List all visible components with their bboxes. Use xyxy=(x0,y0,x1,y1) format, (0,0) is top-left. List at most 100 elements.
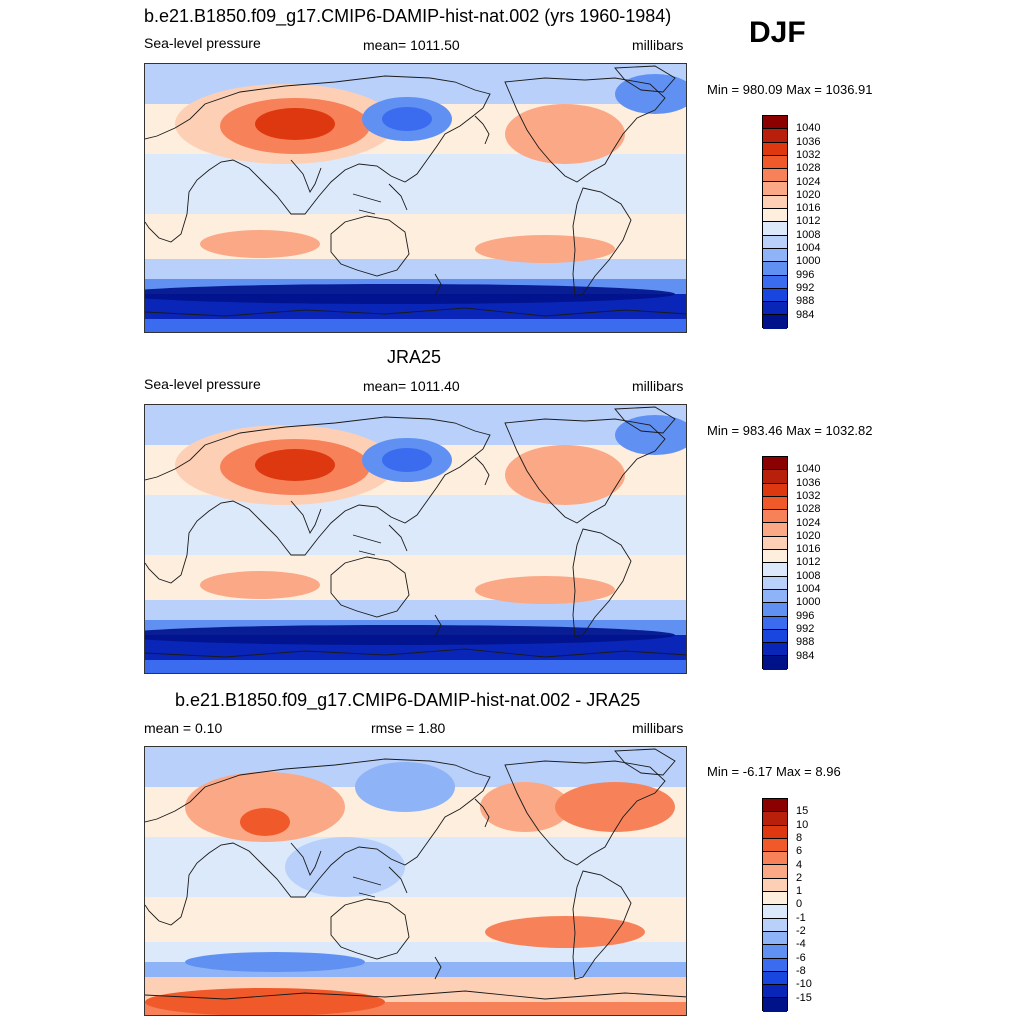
colorbar-tick-label: 1004 xyxy=(796,583,821,595)
colorbar-swatch xyxy=(763,222,787,236)
colorbar-swatch xyxy=(763,563,787,577)
colorbar-swatch xyxy=(763,523,787,537)
colorbar-tick-label: -6 xyxy=(796,951,806,964)
colorbar-swatch xyxy=(763,971,787,986)
colorbar-tick-label: 1020 xyxy=(796,529,821,542)
colorbar-tick-label: 1028 xyxy=(796,162,821,175)
colorbar-tick-label: -2 xyxy=(796,925,806,937)
colorbar-tick-label: 1040 xyxy=(796,122,821,135)
colorbar-tick-label: 1024 xyxy=(796,175,821,188)
colorbar-swatch xyxy=(763,169,787,183)
colorbar-tick-label: 984 xyxy=(796,308,815,321)
colorbar-tick-label: 8 xyxy=(796,831,803,844)
colorbar-swatch xyxy=(763,812,787,826)
colorbar-tick-label: 996 xyxy=(796,268,815,281)
colorbar-tick-label: 992 xyxy=(796,622,815,635)
colorbar-swatch xyxy=(763,589,787,604)
colorbar-swatch xyxy=(763,878,787,893)
panel-1-title: b.e21.B1850.f09_g17.CMIP6-DAMIP-hist-nat… xyxy=(144,6,672,26)
panel-1-mean: mean= 1011.50 xyxy=(363,37,460,53)
colorbar-swatch xyxy=(763,838,787,853)
colorbar-swatch xyxy=(763,918,787,932)
colorbar-swatch xyxy=(763,799,787,813)
colorbar-tick-label: 988 xyxy=(796,636,815,649)
colorbar-swatch xyxy=(763,892,787,906)
colorbar-swatch xyxy=(763,288,787,303)
colorbar-swatch xyxy=(763,262,787,276)
panel-3-units: millibars xyxy=(632,720,684,736)
colorbar-swatch xyxy=(763,945,787,959)
colorbar-tick-label: 992 xyxy=(796,281,815,294)
colorbar-tick-label: 1028 xyxy=(796,503,821,516)
colorbar-tick-label: 1016 xyxy=(796,202,821,215)
colorbar-tick-label: 4 xyxy=(796,858,803,871)
colorbar-swatch xyxy=(763,616,787,630)
colorbar-swatch xyxy=(763,315,787,329)
panel-3-minmax: Min = -6.17 Max = 8.96 xyxy=(707,764,841,779)
colorbar-tick-label: 1020 xyxy=(796,188,821,201)
colorbar-swatch xyxy=(763,825,787,839)
colorbar-swatch xyxy=(763,656,787,670)
colorbar-tick-label: 1000 xyxy=(796,596,821,609)
panel-2-units: millibars xyxy=(632,378,684,394)
colorbar-tick-label: 1012 xyxy=(796,556,821,569)
colorbar-swatch xyxy=(763,457,787,471)
panel-1-minmax: Min = 980.09 Max = 1036.91 xyxy=(707,82,873,97)
colorbar-swatch xyxy=(763,852,787,866)
colorbar-swatch xyxy=(763,155,787,170)
colorbar-tick-label: 1000 xyxy=(796,255,821,268)
colorbar-swatch xyxy=(763,958,787,972)
colorbar-swatch xyxy=(763,182,787,196)
colorbar-tick-label: 988 xyxy=(796,295,815,308)
panel-2-title: JRA25 xyxy=(387,347,442,367)
panel-2-minmax: Min = 983.46 Max = 1032.82 xyxy=(707,423,873,438)
colorbar-swatch xyxy=(763,643,787,657)
panel-1-map xyxy=(144,63,687,333)
colorbar-tick-label: 1036 xyxy=(796,135,821,148)
colorbar-tick-label: 1012 xyxy=(796,215,821,228)
colorbar-tick-label: 1036 xyxy=(796,476,821,489)
colorbar-swatch xyxy=(763,931,787,946)
panel-1-units: millibars xyxy=(632,37,684,53)
colorbar-swatch xyxy=(763,576,787,590)
colorbar-tick-label: 1008 xyxy=(796,569,821,582)
colorbar-tick-label: 2 xyxy=(796,871,803,884)
panel-2-map xyxy=(144,404,687,674)
colorbar-tick-label: 1024 xyxy=(796,516,821,529)
panel-3-mean: mean = 0.10 xyxy=(144,720,223,736)
colorbar-swatch xyxy=(763,550,787,564)
colorbar-tick-label: 1 xyxy=(796,885,803,898)
colorbar-swatch xyxy=(763,470,787,484)
colorbar-swatch xyxy=(763,998,787,1012)
colorbar-swatch xyxy=(763,275,787,289)
panel-2-colorbar xyxy=(762,456,788,670)
panel-1-field-label: Sea-level pressure xyxy=(144,35,261,51)
colorbar-tick-label: 1008 xyxy=(796,228,821,241)
colorbar-swatch xyxy=(763,129,787,143)
panel-3-title: b.e21.B1850.f09_g17.CMIP6-DAMIP-hist-nat… xyxy=(175,690,641,710)
colorbar-tick-label: 0 xyxy=(796,898,803,911)
panel-3-colorbar xyxy=(762,798,788,1012)
colorbar-tick-label: -4 xyxy=(796,938,806,951)
colorbar-swatch xyxy=(763,905,787,919)
colorbar-tick-label: -1 xyxy=(796,911,806,924)
colorbar-tick-label: 1040 xyxy=(796,463,821,476)
season-label: DJF xyxy=(749,16,806,49)
colorbar-tick-label: 996 xyxy=(796,609,815,622)
colorbar-swatch xyxy=(763,603,787,617)
colorbar-swatch xyxy=(763,248,787,263)
colorbar-tick-label: -10 xyxy=(796,978,812,991)
panel-1-colorbar xyxy=(762,115,788,329)
colorbar-tick-label: -15 xyxy=(796,991,812,1004)
colorbar-swatch xyxy=(763,865,787,879)
panel-3-rmse: rmse = 1.80 xyxy=(371,720,446,736)
colorbar-tick-label: 1032 xyxy=(796,148,821,161)
colorbar-swatch xyxy=(763,629,787,644)
colorbar-swatch xyxy=(763,195,787,210)
panel-3-map xyxy=(144,746,687,1016)
colorbar-swatch xyxy=(763,985,787,999)
panel-2-field-label: Sea-level pressure xyxy=(144,376,261,392)
colorbar-swatch xyxy=(763,209,787,223)
colorbar-tick-label: 1032 xyxy=(796,489,821,502)
panel-2-mean: mean= 1011.40 xyxy=(363,378,460,394)
